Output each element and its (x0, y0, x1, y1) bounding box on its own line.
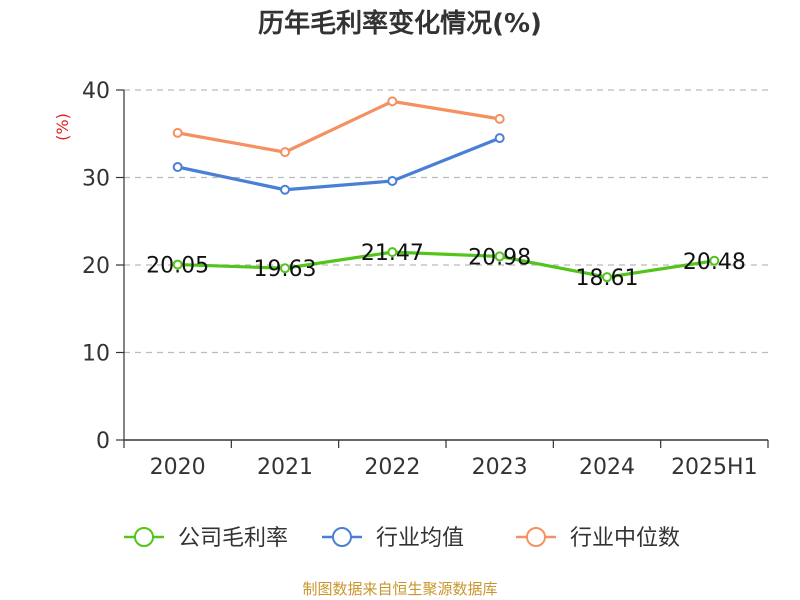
data-label: 18.61 (576, 266, 639, 291)
y-axis-unit-label: (%) (53, 113, 72, 141)
x-tick-label: 2022 (364, 455, 420, 480)
y-tick-label: 40 (82, 79, 110, 104)
data-point[interactable] (494, 133, 505, 144)
data-point[interactable] (387, 247, 398, 258)
data-point[interactable] (172, 127, 183, 138)
series-line-0 (176, 250, 716, 279)
data-point[interactable] (280, 147, 290, 158)
legend-label: 公司毛利率 (178, 526, 288, 551)
legend-label: 行业均值 (376, 526, 464, 551)
grid-lines (124, 89, 768, 354)
data-label: 20.48 (683, 250, 746, 275)
data-label: 19.63 (254, 257, 317, 282)
data-point[interactable] (280, 184, 290, 195)
legend-item-0[interactable]: 公司毛利率 (124, 526, 288, 551)
data-point[interactable] (172, 259, 183, 270)
data-point[interactable] (494, 113, 505, 124)
data-label: 20.05 (146, 254, 209, 279)
x-tick-label: 2020 (150, 455, 206, 480)
x-tick-label: 2024 (579, 455, 635, 480)
legend-item-1[interactable]: 行业均值 (322, 526, 464, 551)
data-point[interactable] (387, 96, 398, 107)
data-point[interactable] (494, 251, 505, 262)
y-tick-label: 0 (96, 429, 110, 454)
legend-label: 行业中位数 (570, 526, 680, 551)
chart-title: 历年毛利率变化情况(%) (258, 8, 542, 39)
x-tick-label: 2021 (257, 455, 313, 480)
y-tick-label: 10 (82, 342, 110, 367)
axes: 0 10 20 30 40 2020 2021 2022 2023 2024 2025H1 (82, 79, 769, 480)
x-tick-label: 2025H1 (671, 455, 758, 480)
data-labels: 20.05 19.63 21.47 20.98 18.61 20.48 (146, 241, 746, 291)
data-point[interactable] (387, 176, 398, 186)
data-label: 20.98 (468, 245, 531, 270)
series-lines (172, 96, 720, 283)
series-line-2 (176, 99, 502, 154)
series-line-1 (176, 136, 502, 192)
x-tick-label: 2023 (472, 455, 528, 480)
legend-marker-icon (134, 527, 154, 547)
data-point[interactable] (602, 272, 612, 283)
legend-marker-icon (526, 527, 546, 547)
legend[interactable]: 公司毛利率 行业均值 行业中位数 (124, 526, 680, 551)
y-tick-label: 30 (82, 167, 110, 192)
legend-marker-icon (332, 527, 352, 547)
data-point[interactable] (280, 263, 290, 274)
y-tick-label: 20 (82, 254, 110, 279)
data-label: 21.47 (361, 241, 424, 266)
data-point[interactable] (709, 255, 720, 266)
data-point[interactable] (172, 162, 183, 172)
source-note: 制图数据来自恒生聚源数据库 (302, 580, 497, 598)
legend-item-2[interactable]: 行业中位数 (516, 526, 680, 551)
